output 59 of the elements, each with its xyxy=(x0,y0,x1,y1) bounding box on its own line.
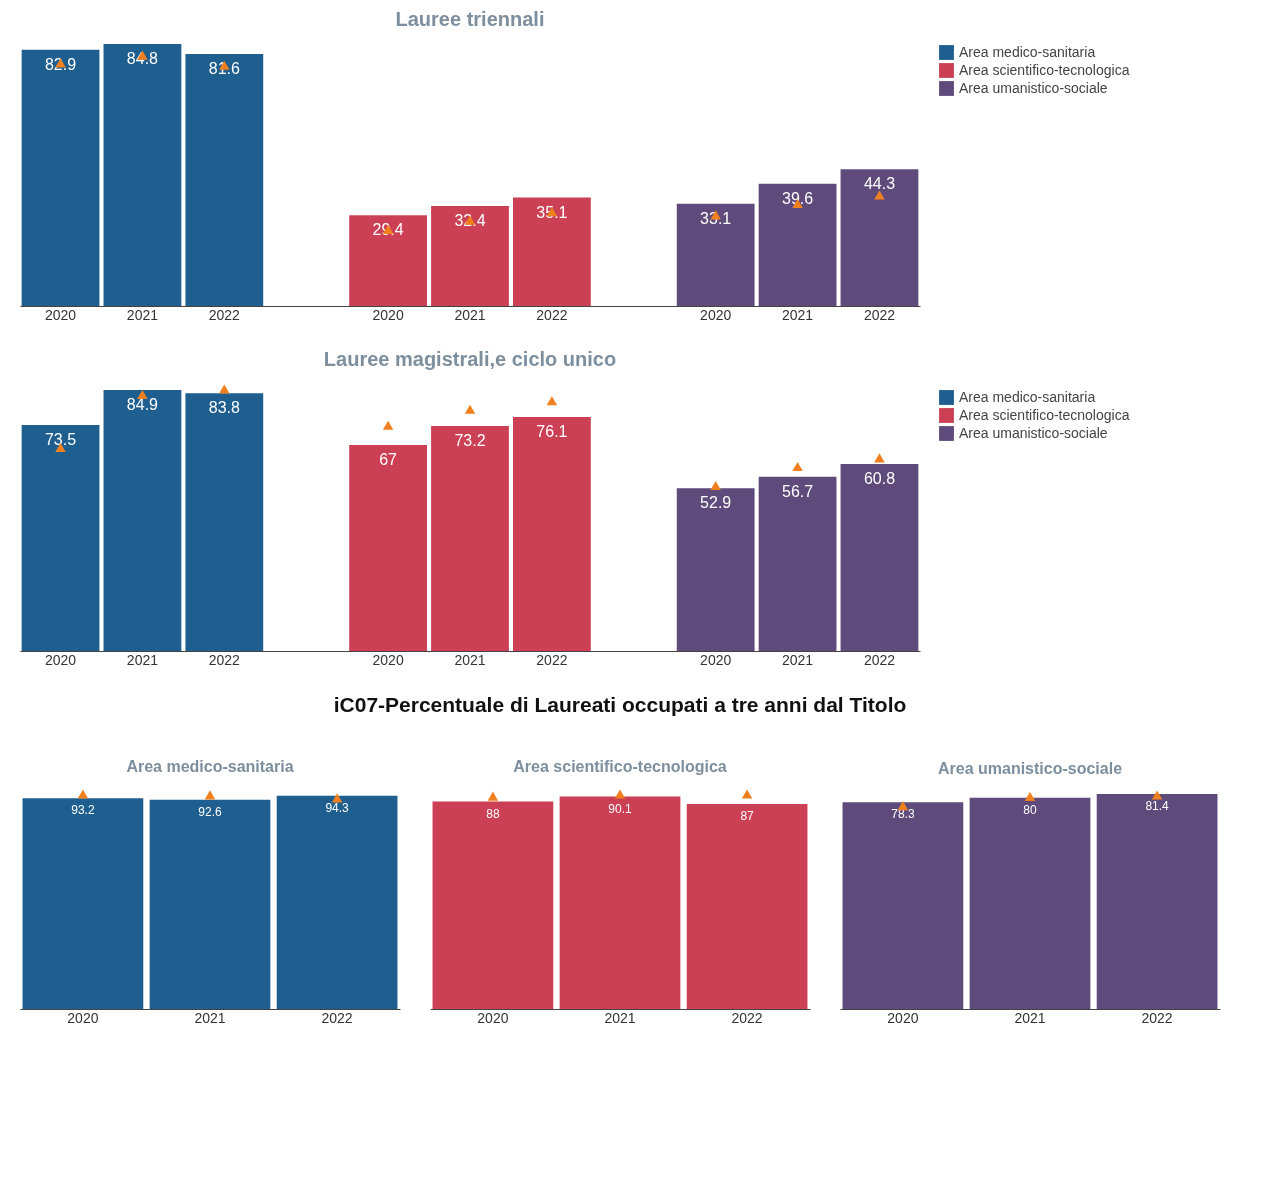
chart-title: Area scientifico-tecnologica xyxy=(513,758,727,776)
x-tick-label: 2021 xyxy=(781,306,814,323)
x-tick-label: 2021 xyxy=(781,651,814,668)
x-tick-label: 2022 xyxy=(208,306,241,323)
data-label: 73.2 xyxy=(454,431,486,449)
data-label: 76.1 xyxy=(536,422,568,440)
x-tick-label: 2022 xyxy=(863,306,896,323)
x-tick-label: 2022 xyxy=(863,651,896,668)
data-label: 84.9 xyxy=(126,395,159,413)
x-tick-label: 2022 xyxy=(321,1009,353,1026)
data-label: 52.9 xyxy=(700,494,732,512)
data-label: 73.5 xyxy=(44,430,77,448)
data-label: 81.4 xyxy=(1145,799,1170,813)
data-label: 83.8 xyxy=(208,399,240,417)
data-label: 88 xyxy=(486,806,500,821)
x-tick-label: 2021 xyxy=(194,1009,226,1026)
x-tick-label: 2020 xyxy=(67,1009,99,1026)
data-label: 67 xyxy=(379,450,398,468)
x-tick-label: 2021 xyxy=(1014,1009,1046,1026)
data-label: 44.3 xyxy=(863,175,896,193)
x-tick-label: 2020 xyxy=(44,651,77,668)
data-label: 92.6 xyxy=(198,804,222,819)
x-tick-label: 2020 xyxy=(887,1009,919,1026)
legend-label: Area umanistico-sociale xyxy=(959,79,1108,96)
x-tick-label: 2020 xyxy=(700,651,732,668)
chart-title: Lauree triennali xyxy=(395,8,545,30)
x-tick-label: 2021 xyxy=(454,651,486,668)
x-tick-label: 2021 xyxy=(126,306,159,323)
x-tick-label: 2021 xyxy=(454,306,486,323)
chart-title: Area umanistico-sociale xyxy=(937,759,1123,777)
x-tick-label: 2020 xyxy=(372,651,404,668)
chart-title: Lauree magistrali,e ciclo unico xyxy=(323,348,617,371)
data-label: 56.7 xyxy=(782,482,814,500)
data-label: 81.6 xyxy=(208,59,240,77)
legend-label: Area umanistico-sociale xyxy=(959,424,1108,441)
data-label: 90.1 xyxy=(608,801,632,816)
data-label: 39.6 xyxy=(782,189,814,207)
x-tick-label: 2020 xyxy=(700,306,732,323)
legend-label: Area medico-sanitaria xyxy=(959,43,1096,60)
x-tick-label: 2022 xyxy=(208,651,241,668)
legend-label: Area scientifico-tecnologica xyxy=(959,61,1130,78)
x-tick-label: 2020 xyxy=(477,1009,509,1026)
legend-label: Area scientifico-tecnologica xyxy=(959,406,1130,423)
chart-title: Area medico-sanitaria xyxy=(126,758,294,776)
x-tick-label: 2022 xyxy=(536,651,568,668)
x-tick-label: 2020 xyxy=(44,306,77,323)
data-label: 87 xyxy=(740,808,755,823)
x-tick-label: 2022 xyxy=(731,1009,763,1026)
x-tick-label: 2020 xyxy=(372,306,404,323)
text: iC07-Percentuale di Laureati occupati a tre anni dal Titolo xyxy=(333,693,907,716)
x-tick-label: 2021 xyxy=(126,651,159,668)
data-label: 93.2 xyxy=(71,803,95,818)
data-label: 94.3 xyxy=(325,800,350,815)
x-tick-label: 2021 xyxy=(604,1009,636,1026)
legend-label: Area medico-sanitaria xyxy=(959,388,1096,405)
x-tick-label: 2022 xyxy=(536,306,568,323)
x-tick-label: 2022 xyxy=(1141,1009,1173,1026)
data-label: 60.8 xyxy=(863,470,896,488)
data-label: 80 xyxy=(1023,802,1037,817)
